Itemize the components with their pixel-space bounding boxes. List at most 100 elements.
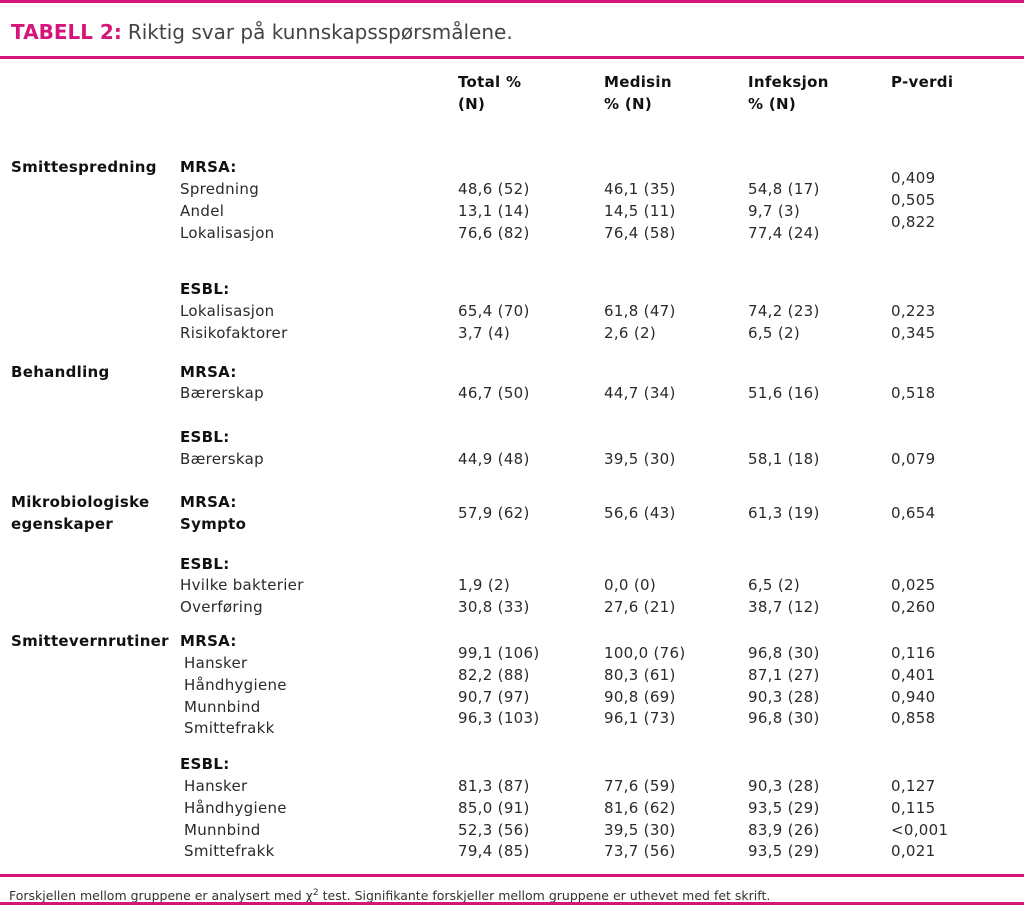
p-value: 0,858 xyxy=(891,709,936,728)
p-value: 0,116 xyxy=(891,644,936,662)
p-value: 0,654 xyxy=(891,504,936,522)
column-header: % (N) xyxy=(748,95,797,113)
cell-value: 90,3 (28) xyxy=(748,687,820,706)
item-label: Munnbind xyxy=(184,820,261,839)
cell-value: 90,7 (97) xyxy=(458,687,530,706)
top-rule xyxy=(0,0,1024,3)
item-label: Andel xyxy=(180,201,225,220)
superscript: 2 xyxy=(312,888,319,898)
p-value: 0,409 xyxy=(891,169,936,187)
cell-value: 87,1 (27) xyxy=(748,665,820,684)
category: Smittevernrutiner xyxy=(11,632,169,650)
p-value: 0,115 xyxy=(891,798,936,817)
cell-value: 100,0 (76) xyxy=(604,644,686,662)
footnote-text: test. Signifikante forskjeller mellom gr… xyxy=(322,888,771,904)
item-label: Lokalisasjon xyxy=(180,223,275,242)
table-title: TABELL 2: Riktig svar på kunnskapsspørsmå… xyxy=(11,20,513,44)
cell-value: 6,5 (2) xyxy=(748,576,800,594)
p-value: 0,260 xyxy=(891,597,936,616)
item-label: Hvilke bakterier xyxy=(180,576,304,594)
cell-value: 1,9 (2) xyxy=(458,576,510,594)
item-label: Risikofaktorer xyxy=(180,323,288,342)
cell-value: 54,8 (17) xyxy=(748,180,820,198)
cell-value: 74,2 (23) xyxy=(748,302,820,320)
cell-value: 80,3 (61) xyxy=(604,665,676,684)
cell-value: 90,3 (28) xyxy=(748,777,820,795)
item-label: Spredning xyxy=(180,180,260,198)
cell-value: 93,5 (29) xyxy=(748,842,820,861)
column-header: % (N) xyxy=(604,95,653,113)
cell-value: 77,4 (24) xyxy=(748,223,820,242)
item-label: Hansker xyxy=(184,777,248,795)
cell-value: 3,7 (4) xyxy=(458,323,510,342)
p-value: 0,940 xyxy=(891,687,936,706)
p-value: 0,822 xyxy=(891,212,936,231)
cell-value: 39,5 (30) xyxy=(604,450,676,468)
column-header: Total % xyxy=(458,73,522,91)
p-value: 0,025 xyxy=(891,576,936,594)
cell-value: 76,6 (82) xyxy=(458,223,530,242)
cell-value: 46,1 (35) xyxy=(604,180,676,198)
column-header: Infeksjon xyxy=(748,73,829,91)
cell-value: 65,4 (70) xyxy=(458,302,530,320)
cell-value: 6,5 (2) xyxy=(748,323,800,342)
cell-value: 51,6 (16) xyxy=(748,384,820,402)
organism: MRSA: xyxy=(180,493,237,511)
cell-value: 82,2 (88) xyxy=(458,665,530,684)
item-label: Smittefrakk xyxy=(184,719,275,738)
cell-value: 76,4 (58) xyxy=(604,223,676,242)
item-label: Håndhygiene xyxy=(184,675,287,694)
item-label: Bærerskap xyxy=(180,450,264,468)
cell-value: 61,3 (19) xyxy=(748,504,820,522)
cell-value: 44,9 (48) xyxy=(458,450,530,468)
cell-value: 56,6 (43) xyxy=(604,504,676,522)
column-header: Medisin xyxy=(604,73,672,91)
end-rule xyxy=(0,902,1024,905)
cell-value: 14,5 (11) xyxy=(604,201,676,220)
column-header: (N) xyxy=(458,95,486,113)
chi-symbol: χ xyxy=(305,888,313,904)
organism: ESBL: xyxy=(180,555,230,573)
cell-value: 57,9 (62) xyxy=(458,504,530,522)
cell-value: 13,1 (14) xyxy=(458,201,530,220)
p-value: 0,518 xyxy=(891,384,936,402)
cell-value: 83,9 (26) xyxy=(748,820,820,839)
p-value: 0,505 xyxy=(891,190,936,209)
organism: ESBL: xyxy=(180,755,230,773)
item-label: Munnbind xyxy=(184,697,261,716)
organism: ESBL: xyxy=(180,280,230,298)
cell-value: 48,6 (52) xyxy=(458,180,530,198)
column-header: P-verdi xyxy=(891,73,954,91)
item-label: Bærerskap xyxy=(180,384,264,402)
item-label: Håndhygiene xyxy=(184,798,287,817)
category: egenskaper xyxy=(11,515,114,533)
p-value: <0,001 xyxy=(891,820,949,839)
title-label: TABELL 2: xyxy=(11,20,122,44)
cell-value: 58,1 (18) xyxy=(748,450,820,468)
p-value: 0,021 xyxy=(891,842,936,861)
item-label: Sympto xyxy=(180,515,247,533)
cell-value: 96,8 (30) xyxy=(748,709,820,728)
cell-value: 44,7 (34) xyxy=(604,384,676,402)
category: Mikrobiologiske xyxy=(11,493,150,511)
cell-value: 96,8 (30) xyxy=(748,644,820,662)
cell-value: 2,6 (2) xyxy=(604,323,656,342)
cell-value: 39,5 (30) xyxy=(604,820,676,839)
cell-value: 90,8 (69) xyxy=(604,687,676,706)
title-rule xyxy=(0,56,1024,59)
cell-value: 96,3 (103) xyxy=(458,709,540,728)
cell-value: 96,1 (73) xyxy=(604,709,676,728)
cell-value: 85,0 (91) xyxy=(458,798,530,817)
category: Behandling xyxy=(11,363,110,381)
p-value: 0,345 xyxy=(891,323,936,342)
cell-value: 38,7 (12) xyxy=(748,597,820,616)
cell-value: 30,8 (33) xyxy=(458,597,530,616)
cell-value: 0,0 (0) xyxy=(604,576,656,594)
cell-value: 93,5 (29) xyxy=(748,798,820,817)
p-value: 0,079 xyxy=(891,450,936,468)
cell-value: 99,1 (106) xyxy=(458,644,540,662)
cell-value: 46,7 (50) xyxy=(458,384,530,402)
item-label: Overføring xyxy=(180,597,263,616)
cell-value: 79,4 (85) xyxy=(458,842,530,861)
